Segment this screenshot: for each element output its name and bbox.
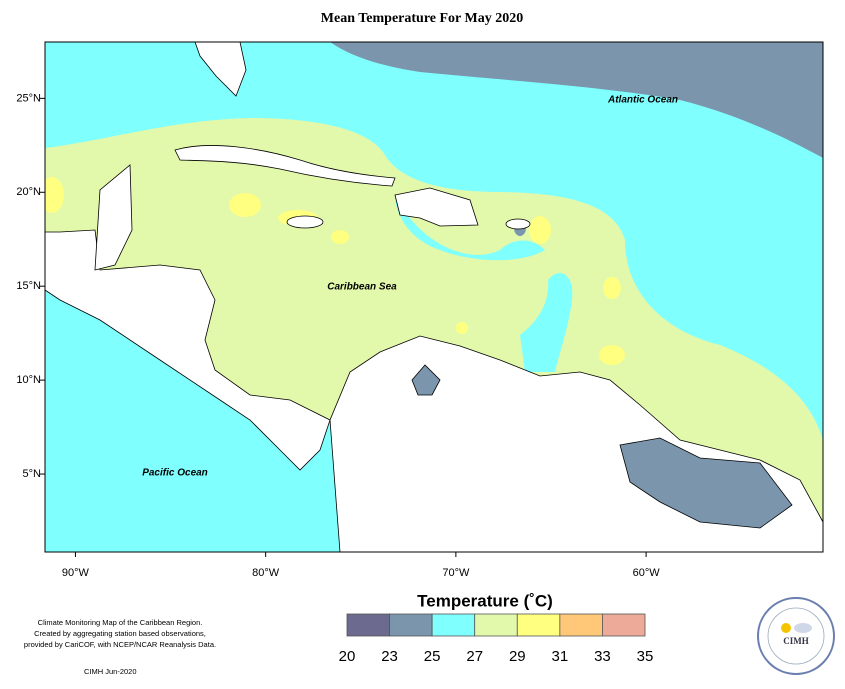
logo-ring [757, 597, 835, 675]
lake-maracaibo [411, 364, 441, 396]
note-line: provided by CariCOF, with NCEP/NCAR Rean… [24, 640, 216, 649]
legend-tick-label: 29 [509, 648, 526, 665]
logo-cloud [794, 623, 812, 633]
logo-sun [781, 623, 791, 633]
cool-zone [330, 42, 823, 158]
y-tick-label: 10°N [16, 374, 41, 386]
x-tick-label: 60°W [633, 567, 661, 579]
cool-zone [619, 437, 793, 529]
legend-swatch [602, 613, 646, 637]
map-title: Mean Temperature For May 2020 [321, 11, 523, 26]
central-america [45, 229, 331, 471]
y-tick-label: 15°N [16, 280, 41, 292]
legend-swatch [516, 613, 561, 637]
legend-tick-label: 20 [339, 648, 356, 665]
legend-swatch [431, 613, 476, 637]
legend-tick-label: 27 [466, 648, 483, 665]
legend-swatch [559, 613, 603, 637]
legend-tick-label: 31 [552, 648, 569, 665]
axes: 90°W 80°W 70°W 60°W 25°N 20°N 15°N 10°N 5°N [16, 92, 660, 579]
notes: Climate Monitoring Map of the Caribbean … [24, 618, 216, 649]
credit: CIMH Jun-2020 [84, 667, 137, 676]
cuba [174, 145, 396, 187]
legend-tick-label: 33 [594, 648, 611, 665]
puerto-rico [505, 218, 531, 230]
y-tick-label: 5°N [23, 468, 42, 480]
florida [194, 42, 247, 97]
ocean-label: Pacific Ocean [142, 468, 208, 479]
map-frame [44, 41, 824, 553]
legend-swatch [474, 613, 518, 637]
x-tick-label: 70°W [442, 567, 470, 579]
hispaniola [394, 187, 479, 227]
x-tick-label: 90°W [62, 567, 90, 579]
logo: CIMH [757, 597, 835, 675]
x-tick-label: 80°W [252, 567, 280, 579]
y-tick-label: 20°N [16, 186, 41, 198]
ocean-label: Caribbean Sea [327, 282, 397, 293]
legend-title: Temperature (˚C) [417, 591, 553, 610]
map: Atlantic Ocean Caribbean Sea Pacific Oce… [45, 42, 823, 552]
logo-ring [767, 607, 825, 665]
legend-tick-label: 23 [381, 648, 398, 665]
cyan-pocket [395, 195, 545, 261]
yucatan [94, 164, 133, 271]
logo-text: CIMH [783, 636, 809, 646]
note-line: Climate Monitoring Map of the Caribbean … [38, 618, 203, 627]
jamaica [286, 215, 324, 229]
cyan-pocket [520, 272, 573, 372]
legend-swatch [389, 613, 433, 637]
note-line: Created by aggregating station based obs… [34, 629, 206, 638]
legend-tick-label: 25 [424, 648, 441, 665]
legend: 20 23 25 27 29 31 33 35 [339, 613, 654, 665]
legend-tick-label: 35 [637, 648, 654, 665]
legend-swatch [346, 613, 390, 637]
y-tick-label: 25°N [16, 92, 41, 104]
ocean-label: Atlantic Ocean [607, 95, 678, 106]
